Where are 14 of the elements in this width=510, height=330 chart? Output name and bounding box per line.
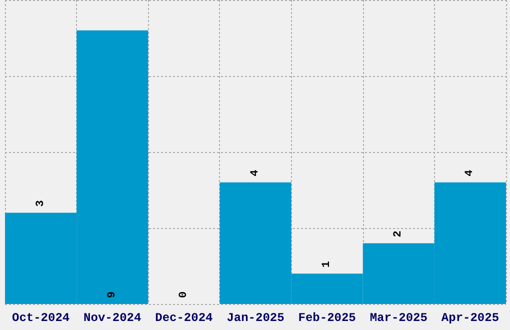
data-label: 0 [178,291,190,298]
data-label: 1 [321,260,334,268]
x-tick-label: Dec-2024 [155,311,213,325]
x-tick-label: Oct-2024 [12,311,70,325]
data-label: 4 [464,169,476,176]
x-tick-label: Jan-2025 [226,311,284,325]
data-label: 4 [250,169,262,176]
data-label: 2 [392,230,405,238]
data-label: 3 [34,200,47,207]
x-tick-label: Mar-2025 [370,311,428,325]
x-tick-label: Nov-2024 [84,311,142,325]
data-label: 9 [106,291,118,298]
x-tick-label: Apr-2025 [441,311,500,325]
x-tick-label: Feb-2025 [298,311,356,325]
